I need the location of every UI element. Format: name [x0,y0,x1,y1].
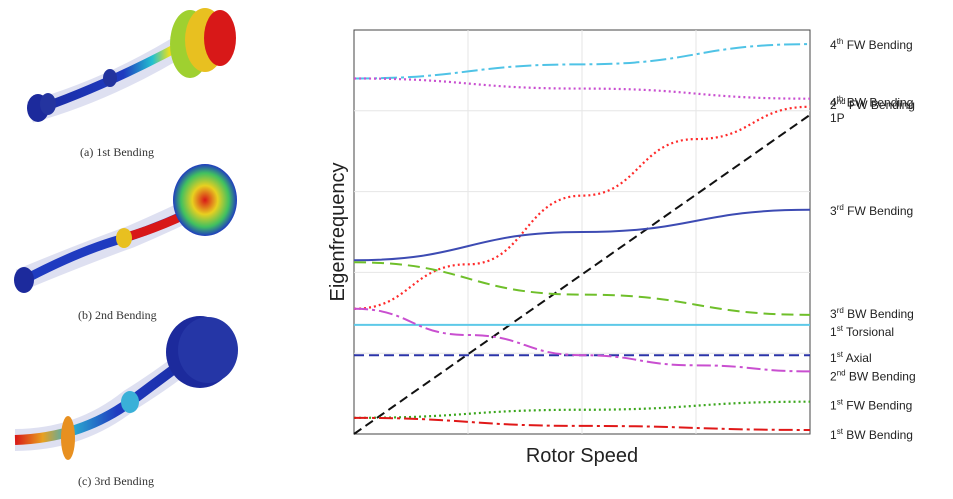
campbell-diagram: 4th FW Bending 4th BW Bending 2nd FW Bendi… [300,0,953,494]
shaft-1st-bending [27,8,236,123]
shaft-2nd-bending [14,164,237,293]
series-label-3rd-bw-bending: 3rd BW Bending [830,306,914,321]
series-line-4th-bw-bending [353,77,811,100]
series-line-3rd-bw-bending [353,261,811,316]
series-label-1p: 1P [830,111,845,125]
series-line-1p [353,114,811,435]
mode-caption: (b) 2nd Bending [78,308,157,322]
series-label-1st-torsional: 1st Torsional [830,324,894,339]
series-label-1st-axial: 1st Axial [830,350,872,365]
series-line-2nd-bw-bending [353,307,811,373]
series-line-3rd-fw-bending [353,208,811,262]
x-axis-label: Rotor Speed [526,445,638,467]
series-label-1st-fw-bending: 1st FW Bending [830,398,912,413]
mode-caption: (a) 1st Bending [80,145,154,159]
series-line-1st-fw-bending [353,400,811,419]
mode-caption: (c) 3rd Bending [78,474,154,488]
series-line-1st-bw-bending [353,416,811,431]
series-label-4th-bw-bending: 4th BW Bending [830,95,913,110]
mode-shape-illustrations [14,8,238,460]
series-label-1st-bw-bending: 1st BW Bending [830,427,913,442]
series-lines [353,43,811,435]
mode-shape-panel: (a) 1st Bending (b) 2nd Bending (c) 3rd … [0,0,300,494]
series-label-2nd-fw-bending: 2nd FW Bending [830,97,915,112]
series-label-2nd-bw-bending: 2nd BW Bending [830,368,916,383]
shaft-3rd-bending [14,316,238,460]
series-label-3rd-fw-bending: 3rd FW Bending [830,203,913,218]
series-label-4th-fw-bending: 4th FW Bending [830,37,913,52]
y-axis-label: Eigenfrequency [327,163,349,302]
series-line-4th-fw-bending [353,43,811,80]
series-line-2nd-fw-bending [353,105,811,310]
